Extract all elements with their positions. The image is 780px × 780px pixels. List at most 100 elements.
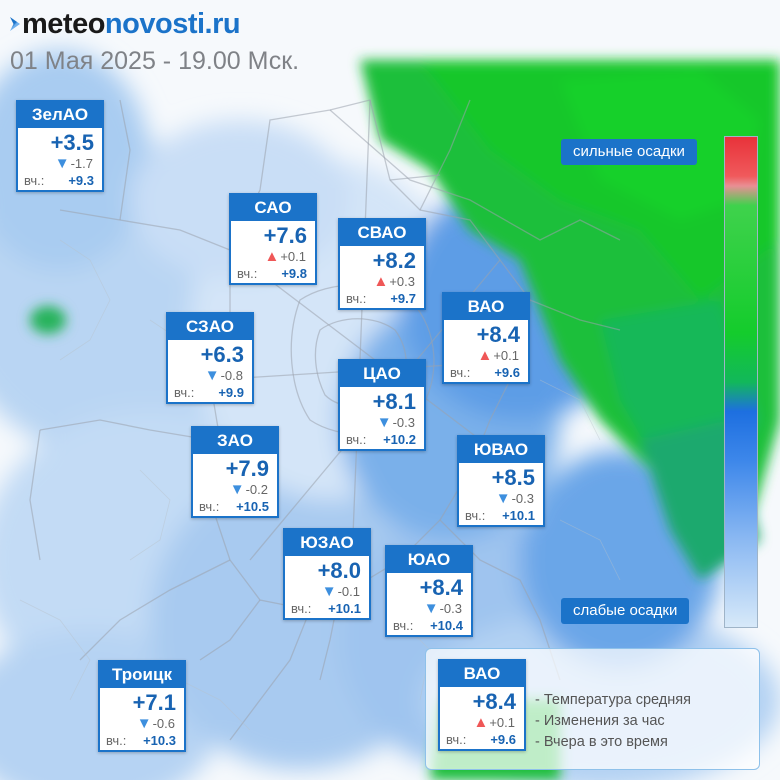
yesterday-value: +9.3 [68, 173, 94, 188]
legend-line-yesterday: - Вчера в это время [535, 734, 668, 750]
hourly-change-value: -0.3 [392, 415, 415, 430]
yesterday-row: вч.: +9.3 [18, 172, 102, 189]
hourly-change: ▲+0.3 [340, 274, 424, 290]
district-name: ЮЗАО [285, 530, 369, 556]
district-card-cao[interactable]: ЦАО +8.1 ▼-0.3 вч.: +10.2 [338, 359, 426, 451]
yesterday-row: вч.: +9.6 [444, 364, 528, 381]
triangle-down-icon: ▼ [423, 600, 439, 617]
district-name: ЮВАО [459, 437, 543, 463]
yesterday-row: вч.: +9.6 [440, 731, 524, 748]
district-card-yuao[interactable]: ЮАО +8.4 ▼-0.3 вч.: +10.4 [385, 545, 473, 637]
yesterday-value: +10.2 [383, 432, 416, 447]
yesterday-value: +9.9 [218, 385, 244, 400]
avg-temperature: +8.5 [491, 465, 535, 490]
yesterday-label: вч.: [174, 385, 195, 400]
yesterday-value: +10.5 [236, 499, 269, 514]
hourly-change: ▲+0.1 [444, 348, 528, 364]
avg-temperature: +6.3 [200, 342, 244, 367]
yesterday-row: вч.: +9.8 [231, 265, 315, 282]
logo-part2: novosti.ru [104, 8, 241, 40]
yesterday-row: вч.: +10.3 [100, 732, 184, 749]
district-card-svao[interactable]: СВАО +8.2 ▲+0.3 вч.: +9.7 [338, 218, 426, 310]
triangle-down-icon: ▼ [321, 583, 337, 600]
yesterday-row: вч.: +10.1 [459, 507, 543, 524]
district-card-vao[interactable]: ВАО +8.4 ▲+0.1 вч.: +9.6 [442, 292, 530, 384]
district-card-szao[interactable]: СЗАО +6.3 ▼-0.8 вч.: +9.9 [166, 312, 254, 404]
yesterday-value: +10.4 [430, 618, 463, 633]
district-name: ВАО [444, 294, 528, 320]
hourly-change: ▼-0.3 [459, 491, 543, 507]
yesterday-label: вч.: [237, 266, 258, 281]
hourly-change-value: -0.1 [337, 584, 360, 599]
triangle-down-icon: ▼ [136, 715, 152, 732]
yesterday-label: вч.: [346, 432, 367, 447]
yesterday-value: +10.1 [502, 508, 535, 523]
yesterday-row: вч.: +10.1 [285, 600, 369, 617]
district-card-yuvao[interactable]: ЮВАО +8.5 ▼-0.3 вч.: +10.1 [457, 435, 545, 527]
district-name: ЗАО [193, 428, 277, 454]
triangle-down-icon: ▼ [229, 481, 245, 498]
yesterday-row: вч.: +10.2 [340, 431, 424, 448]
hourly-change: ▼-0.8 [168, 368, 252, 384]
yesterday-label: вч.: [24, 173, 45, 188]
hourly-change: ▲+0.1 [440, 715, 524, 731]
district-name: ЦАО [340, 361, 424, 387]
hourly-change: ▼-0.6 [100, 716, 184, 732]
yesterday-value: +9.7 [390, 291, 416, 306]
avg-temperature: +7.9 [225, 456, 269, 481]
yesterday-label: вч.: [199, 499, 220, 514]
site-logo[interactable]: meteonovosti.ru [10, 6, 299, 42]
district-name: СЗАО [168, 314, 252, 340]
scale-label-light: слабые осадки [561, 598, 690, 624]
district-card-sao[interactable]: САО +7.6 ▲+0.1 вч.: +9.8 [229, 193, 317, 285]
district-name: ЮАО [387, 547, 471, 573]
yesterday-value: +9.6 [490, 732, 516, 747]
district-name: ЗелАО [18, 102, 102, 128]
hourly-change-value: -0.6 [152, 716, 175, 731]
scale-label-heavy: сильные осадки [561, 139, 697, 165]
avg-temperature: +8.1 [372, 389, 416, 414]
yesterday-label: вч.: [346, 291, 367, 306]
district-card-yuzao[interactable]: ЮЗАО +8.0 ▼-0.1 вч.: +10.1 [283, 528, 371, 620]
yesterday-row: вч.: +9.7 [340, 290, 424, 307]
hourly-change-value: -0.2 [245, 482, 268, 497]
hourly-change-value: -0.8 [220, 368, 243, 383]
hourly-change-value: -1.7 [70, 156, 93, 171]
yesterday-label: вч.: [106, 733, 127, 748]
triangle-down-icon: ▼ [54, 155, 70, 172]
yesterday-value: +9.6 [494, 365, 520, 380]
triangle-down-icon: ▼ [204, 367, 220, 384]
district-name: ВАО [440, 661, 524, 687]
legend-line-avg-temp: - Температура средняя [535, 692, 691, 708]
yesterday-label: вч.: [465, 508, 486, 523]
hourly-change-value: +0.1 [493, 348, 519, 363]
triangle-up-icon: ▲ [473, 714, 489, 731]
meteonovosti-logo-icon [10, 17, 20, 31]
district-name: СВАО [340, 220, 424, 246]
avg-temperature: +3.5 [50, 130, 94, 155]
district-name: Троицк [100, 662, 184, 688]
avg-temperature: +8.2 [372, 248, 416, 273]
hourly-change-value: -0.3 [439, 601, 462, 616]
hourly-change-value: -0.3 [511, 491, 534, 506]
forecast-datetime: 01 Мая 2025 - 19.00 Мск. [10, 47, 300, 75]
hourly-change: ▲+0.1 [231, 249, 315, 265]
precipitation-scale-bar [724, 136, 758, 628]
triangle-up-icon: ▲ [264, 248, 280, 265]
yesterday-row: вч.: +10.4 [387, 617, 471, 634]
avg-temperature: +8.0 [317, 558, 361, 583]
yesterday-value: +10.1 [328, 601, 361, 616]
triangle-down-icon: ▼ [495, 490, 511, 507]
legend-descriptions: - Температура средняя - Изменения за час… [535, 690, 691, 753]
avg-temperature: +8.4 [476, 322, 520, 347]
hourly-change: ▼-1.7 [18, 156, 102, 172]
district-card-zelao[interactable]: ЗелАО +3.5 ▼-1.7 вч.: +9.3 [16, 100, 104, 192]
triangle-up-icon: ▲ [373, 273, 389, 290]
triangle-down-icon: ▼ [376, 414, 392, 431]
yesterday-row: вч.: +9.9 [168, 384, 252, 401]
district-card-zao[interactable]: ЗАО +7.9 ▼-0.2 вч.: +10.5 [191, 426, 279, 518]
avg-temperature: +8.4 [419, 575, 463, 600]
yesterday-row: вч.: +10.5 [193, 498, 277, 515]
district-card-troitsk[interactable]: Троицк +7.1 ▼-0.6 вч.: +10.3 [98, 660, 186, 752]
